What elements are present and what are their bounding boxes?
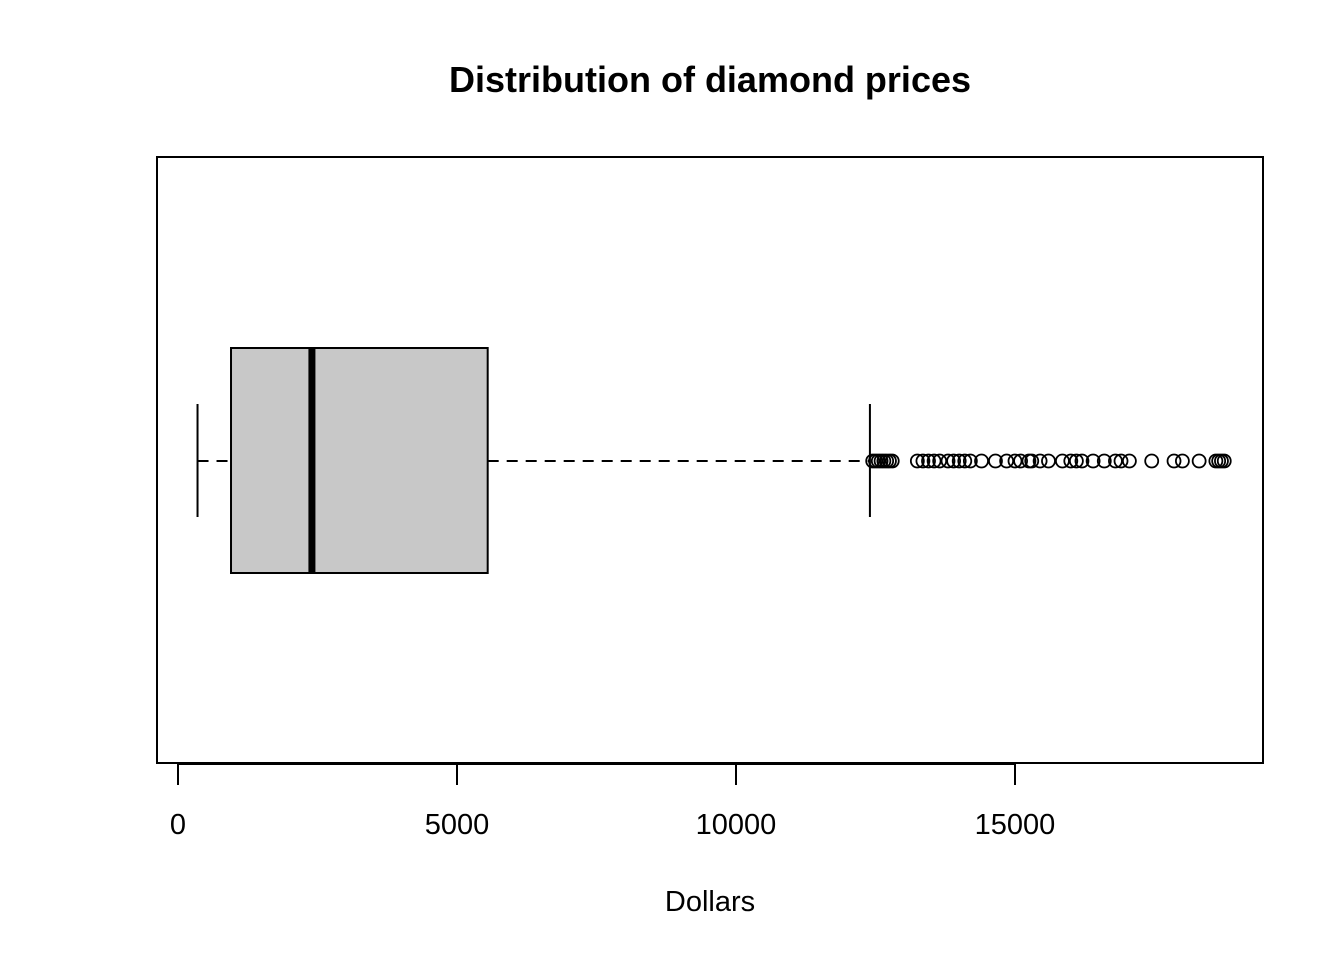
x-tick-label: 15000 xyxy=(975,809,1056,841)
outlier-point xyxy=(951,453,967,469)
outlier-point xyxy=(1096,453,1112,469)
outlier-point xyxy=(921,453,936,469)
outlier-point xyxy=(1074,453,1090,469)
outlier-point xyxy=(909,453,925,469)
outlier-point xyxy=(932,453,948,469)
chart-title: Distribution of diamond prices xyxy=(449,59,971,100)
outlier-point xyxy=(1108,453,1123,469)
outlier-point xyxy=(1121,453,1137,469)
outlier-point xyxy=(1063,453,1079,469)
outlier-point xyxy=(1216,453,1232,469)
outlier-point xyxy=(1024,453,1040,469)
outlier-point xyxy=(1041,453,1056,469)
outlier-point xyxy=(1166,453,1182,469)
x-tick-label: 10000 xyxy=(696,809,777,841)
x-axis-label: Dollars xyxy=(665,886,755,918)
outlier-point xyxy=(1144,453,1160,469)
outlier-point xyxy=(926,453,942,469)
outlier-point xyxy=(946,453,962,469)
outlier-point xyxy=(1085,453,1101,469)
outlier-point xyxy=(988,453,1003,469)
outlier-point xyxy=(974,453,989,469)
outlier-point xyxy=(1113,453,1129,469)
x-axis: 0 5000 10000 15000 xyxy=(170,763,1056,841)
outlier-point xyxy=(1007,453,1023,469)
outlier-point xyxy=(1055,453,1070,469)
iqr-box xyxy=(230,347,489,574)
outlier-point xyxy=(962,453,978,469)
outlier-point xyxy=(1013,453,1028,469)
outlier-point xyxy=(957,453,973,469)
outlier-point xyxy=(940,453,956,469)
outlier-point xyxy=(1068,453,1084,469)
outlier-point xyxy=(1175,453,1190,469)
outlier-point xyxy=(915,453,931,469)
outlier-point xyxy=(884,453,900,469)
x-tick-label: 5000 xyxy=(425,809,490,841)
plot-marks xyxy=(196,347,1232,574)
outlier-point xyxy=(999,453,1015,469)
outlier-point xyxy=(1032,453,1048,469)
x-tick-label: 0 xyxy=(170,809,186,841)
outlier-point xyxy=(1191,453,1207,469)
